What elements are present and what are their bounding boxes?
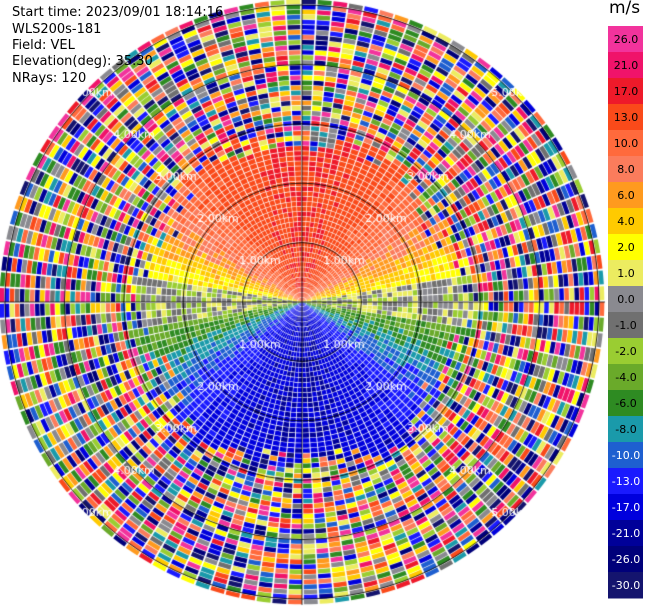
colorbar-swatch bbox=[608, 286, 643, 313]
colorbar-tick-label: 17.0 bbox=[614, 85, 639, 98]
colorbar-swatch bbox=[608, 364, 643, 391]
colorbar-tick-label: 10.0 bbox=[614, 137, 639, 150]
colorbar-swatch bbox=[608, 494, 643, 521]
colorbar-tick-label: 21.0 bbox=[614, 59, 639, 72]
colorbar-swatch bbox=[608, 520, 643, 547]
start-time-label: Start time: 2023/09/01 18:14:16 bbox=[12, 5, 224, 20]
field-label: Field: VEL bbox=[12, 38, 75, 53]
colorbar-tick-label: 4.0 bbox=[617, 215, 635, 228]
colorbar-tick-label: 6.0 bbox=[617, 189, 635, 202]
colorbar-swatch bbox=[608, 52, 643, 79]
colorbar-swatch bbox=[608, 182, 643, 209]
colorbar-unit: m/s bbox=[609, 0, 641, 18]
colorbar-tick-label: 8.0 bbox=[617, 163, 635, 176]
colorbar-tick-label: -8.0 bbox=[615, 423, 636, 436]
colorbar-swatch bbox=[608, 390, 643, 417]
colorbar-swatch bbox=[608, 156, 643, 183]
colorbar: 26.0 21.0 17.0 13.0 10.0 8.0 6.0 4.0 2.0 1.0 0.0 -1… bbox=[608, 26, 643, 599]
nrays-label: NRays: 120 bbox=[12, 71, 87, 86]
colorbar-swatch bbox=[608, 234, 643, 261]
colorbar-tick-label: -2.0 bbox=[615, 345, 636, 358]
colorbar-tick-label: -1.0 bbox=[615, 319, 636, 332]
colorbar-tick-label: -6.0 bbox=[615, 397, 636, 410]
colorbar-swatch bbox=[608, 468, 643, 495]
colorbar-swatch bbox=[608, 78, 643, 105]
colorbar-swatch bbox=[608, 208, 643, 235]
colorbar-tick-label: -13.0 bbox=[612, 475, 640, 488]
elevation-label: Elevation(deg): 35.30 bbox=[12, 54, 153, 69]
colorbar-tick-label: -26.0 bbox=[612, 553, 640, 566]
colorbar-tick-label: 1.0 bbox=[617, 267, 635, 280]
colorbar-tick-label: -10.0 bbox=[612, 449, 640, 462]
colorbar-tick-label: 2.0 bbox=[617, 241, 635, 254]
instrument-label: WLS200s-181 bbox=[12, 22, 102, 37]
colorbar-swatch bbox=[608, 416, 643, 443]
colorbar-swatch bbox=[608, 338, 643, 365]
colorbar-swatch bbox=[608, 572, 643, 599]
colorbar-swatch bbox=[608, 26, 643, 53]
colorbar-swatch bbox=[608, 260, 643, 287]
colorbar-swatch bbox=[608, 312, 643, 339]
colorbar-tick-label: -21.0 bbox=[612, 527, 640, 540]
colorbar-tick-label: 13.0 bbox=[614, 111, 639, 124]
colorbar-tick-label: -17.0 bbox=[612, 501, 640, 514]
colorbar-swatch bbox=[608, 104, 643, 131]
colorbar-tick-label: -4.0 bbox=[615, 371, 636, 384]
colorbar-swatch bbox=[608, 442, 643, 469]
colorbar-swatch bbox=[608, 130, 643, 157]
colorbar-tick-label: -30.0 bbox=[612, 579, 640, 592]
colorbar-swatch bbox=[608, 546, 643, 573]
colorbar-tick-label: 26.0 bbox=[614, 33, 639, 46]
colorbar-tick-label: 0.0 bbox=[617, 293, 635, 306]
